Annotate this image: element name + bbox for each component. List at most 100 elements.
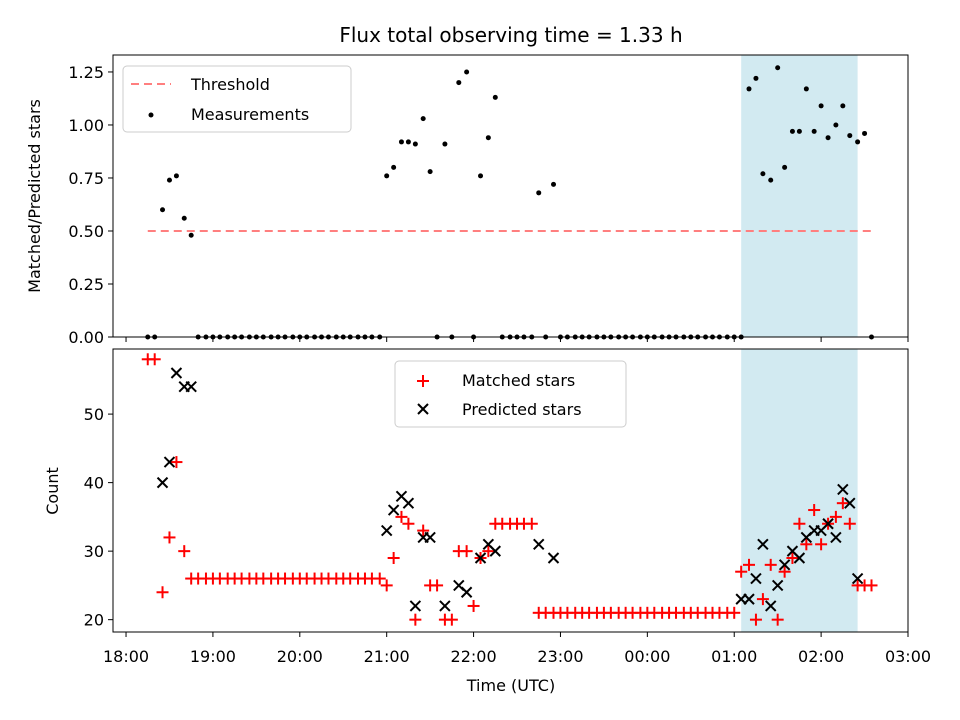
predicted-star-point	[793, 552, 806, 564]
bottom-highlight-span	[741, 349, 858, 632]
legend-predicted-swatch	[417, 403, 429, 415]
predicted-stars-series	[156, 367, 864, 612]
measurement-point	[181, 215, 187, 221]
y-tick-label: 1.25	[68, 63, 104, 82]
measurement-point	[536, 190, 542, 196]
matched-star-point	[865, 579, 878, 592]
matched-star-point	[467, 599, 480, 612]
matched-star-point	[836, 497, 849, 510]
predicted-star-point	[771, 579, 784, 592]
matched-star-point	[431, 579, 444, 592]
measurement-point	[847, 133, 853, 139]
x-tick-label: 23:00	[537, 647, 583, 666]
measurement-point	[789, 128, 795, 134]
predicted-star-point	[822, 518, 834, 530]
top-legend-box	[122, 65, 352, 133]
matched-star-point	[728, 606, 741, 619]
predicted-star-point	[778, 559, 791, 571]
measurement-point	[405, 139, 411, 145]
matched-star-point	[445, 613, 458, 626]
y-tick-label: 0.50	[68, 222, 104, 241]
matched-star-point	[843, 517, 856, 530]
measurement-point	[464, 69, 470, 75]
predicted-star-point	[474, 552, 487, 564]
predicted-star-point	[185, 380, 197, 393]
legend-threshold-label: Threshold	[190, 75, 270, 94]
measurement-point	[833, 122, 839, 128]
matched-star-point	[380, 579, 393, 592]
matched-star-point	[743, 558, 755, 571]
matched-star-point	[156, 586, 169, 599]
predicted-star-point	[844, 497, 856, 509]
predicted-star-point	[830, 531, 842, 544]
matched-star-point	[829, 510, 842, 523]
matched-star-point	[163, 531, 176, 544]
x-tick-label: 21:00	[364, 647, 410, 666]
measurement-point	[803, 86, 809, 92]
predicted-star-point	[163, 456, 176, 468]
measurement-point	[485, 135, 491, 141]
measurement-point	[384, 173, 390, 179]
measurement-point	[427, 169, 433, 175]
measurement-point	[782, 164, 788, 170]
matched-star-point	[735, 565, 748, 578]
x-tick-label: 03:00	[885, 647, 931, 666]
bottom-y-axis-label: Count	[43, 467, 62, 515]
bottom-legend: Matched stars Predicted stars	[394, 360, 627, 428]
measurement-point	[166, 177, 172, 183]
x-tick-label: 02:00	[798, 647, 844, 666]
y-tick-label: 0.25	[68, 275, 104, 294]
predicted-star-point	[460, 586, 473, 598]
x-tick-label: 00:00	[624, 647, 670, 666]
matched-star-point	[409, 613, 422, 626]
bottom-axes-frame	[112, 348, 909, 633]
legend-predicted-label: Predicted stars	[462, 400, 582, 419]
measurement-point	[840, 103, 846, 109]
measurement-point	[811, 128, 817, 134]
matched-star-point	[808, 504, 821, 517]
measurement-point	[420, 116, 426, 122]
matched-star-point	[417, 524, 430, 537]
measurement-point	[753, 75, 759, 81]
chart-title: Flux total observing time = 1.33 h	[339, 23, 682, 47]
matched-star-point	[786, 551, 799, 564]
top-y-axis-label: Matched/Predicted stars	[25, 99, 44, 293]
predicted-star-point	[402, 497, 415, 509]
predicted-star-point	[750, 572, 762, 585]
measurement-point	[855, 139, 861, 145]
bottom-legend-box	[394, 360, 627, 428]
predicted-star-point	[424, 531, 436, 544]
predicted-star-point	[409, 600, 422, 612]
matched-star-point	[749, 613, 762, 626]
y-tick-label: 30	[84, 542, 104, 561]
bottom-y-axis: 20 30 40 50	[84, 405, 113, 630]
matched-star-point	[387, 551, 400, 564]
predicted-star-point	[533, 538, 545, 550]
x-tick-label: 01:00	[711, 647, 757, 666]
x-axis-label: Time (UTC)	[466, 676, 555, 695]
measurement-point	[768, 177, 774, 183]
top-highlight-span	[741, 55, 858, 337]
measurement-point	[173, 173, 179, 179]
bottom-panel: 20 30 40 50 18:00 19:00 20:00 21:00 22:00 23:00 0…	[43, 348, 931, 695]
predicted-star-point	[380, 524, 393, 537]
legend-measurements-label: Measurements	[191, 105, 309, 124]
top-panel: 0.00 0.25 0.50 0.75 1.00 1.25 Matched/Predict…	[25, 54, 909, 347]
measurement-point	[862, 130, 868, 136]
top-x-axis	[125, 337, 909, 342]
measurement-point	[442, 141, 448, 147]
top-axes-frame	[112, 54, 909, 338]
measurement-point	[551, 181, 557, 187]
matched-star-point	[525, 517, 538, 530]
predicted-star-point	[851, 572, 864, 585]
predicted-star-point	[439, 600, 451, 612]
predicted-star-point	[156, 476, 169, 489]
y-tick-label: 0.75	[68, 169, 104, 188]
measurement-point	[818, 103, 824, 109]
predicted-star-point	[765, 600, 777, 612]
predicted-star-point	[387, 504, 400, 516]
measurement-point	[398, 139, 404, 145]
predicted-star-point	[547, 552, 560, 564]
measurement-point	[746, 86, 752, 92]
